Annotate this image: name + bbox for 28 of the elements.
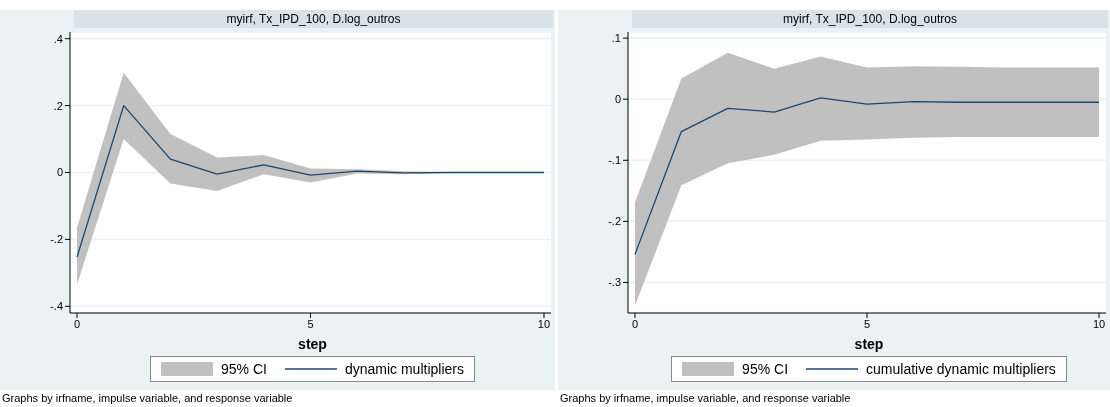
- legend-label: cumulative dynamic multipliers: [866, 361, 1056, 377]
- y-tick-label: -.4: [50, 300, 63, 313]
- line-series: [76, 104, 545, 258]
- text: Graphs by irfname, impulse variable, and response variable: [2, 392, 293, 404]
- x-axis-title: step: [297, 336, 328, 352]
- x-tick-label: 5: [307, 317, 314, 330]
- x-tick-label: 10: [537, 317, 551, 330]
- x-tick-label: 10: [1092, 317, 1106, 330]
- y-tick-label: 0: [56, 166, 63, 179]
- y-tick-label: .1: [611, 32, 621, 45]
- x-tick-label: 0: [631, 317, 639, 330]
- line-series: [634, 97, 1100, 256]
- x-axis-title: step: [853, 336, 885, 352]
- text: 95% CI: [221, 361, 267, 377]
- y-tick-label: 0: [614, 93, 621, 106]
- chart-title: myirf, Tx_IPD_100, D.log_outros: [74, 10, 553, 28]
- text: 95% CI: [742, 361, 789, 377]
- legend-label: dynamic multipliers: [344, 361, 464, 377]
- text: Graphs by irfname, impulse variable, and response variable: [560, 392, 851, 404]
- chart-title: myirf, Tx_IPD_100, D.log_outros: [632, 10, 1108, 28]
- y-tick-label: .2: [53, 99, 63, 112]
- y-tick-label: -.3: [608, 276, 621, 289]
- y-tick-label: .4: [53, 32, 63, 45]
- y-tick-label: -.2: [50, 233, 63, 246]
- x-tick-label: 5: [863, 317, 871, 330]
- x-tick-label: 0: [73, 317, 81, 330]
- y-tick-label: -.1: [608, 154, 621, 167]
- y-tick-label: -.2: [608, 215, 621, 228]
